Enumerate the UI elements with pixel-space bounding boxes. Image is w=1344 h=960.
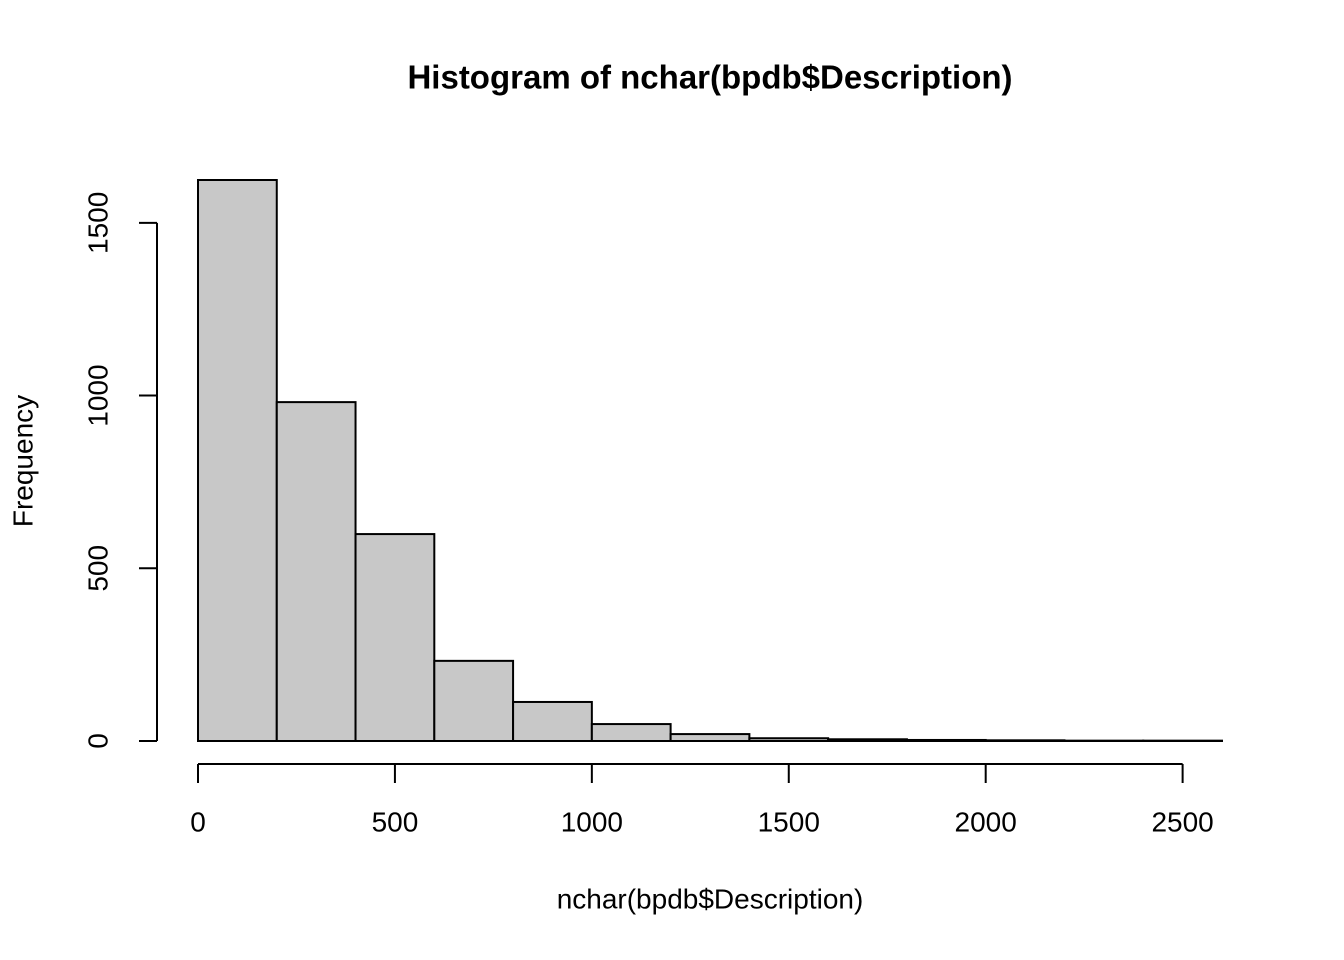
y-tick-label: 1500 — [82, 192, 113, 254]
x-tick-label: 0 — [190, 806, 206, 837]
y-axis-label: Frequency — [7, 395, 38, 527]
x-tick-label: 500 — [372, 806, 419, 837]
bar — [827, 738, 908, 742]
x-tick-label: 1000 — [561, 806, 623, 837]
bar — [748, 737, 830, 742]
bar — [669, 733, 751, 742]
bar — [984, 739, 1066, 743]
x-axis-label: nchar(bpdb$Description) — [557, 883, 864, 914]
y-tick-label: 500 — [82, 545, 113, 592]
y-tick-label: 0 — [82, 733, 113, 749]
y-tick-label: 1000 — [82, 364, 113, 426]
chart-title: Histogram of nchar(bpdb$Description) — [407, 59, 1012, 96]
x-tick-label: 2000 — [955, 806, 1017, 837]
bar — [590, 723, 672, 743]
bar — [905, 738, 987, 743]
bar — [512, 700, 593, 743]
bar — [275, 401, 357, 742]
x-tick-label: 2500 — [1151, 806, 1213, 837]
x-tick-label: 1500 — [758, 806, 820, 837]
bar — [354, 533, 436, 742]
bar — [433, 659, 515, 742]
bar — [197, 179, 278, 742]
